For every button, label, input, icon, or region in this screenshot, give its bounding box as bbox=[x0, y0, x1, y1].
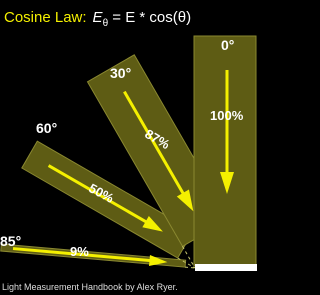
angle-label: 30° bbox=[110, 65, 131, 81]
page: Cosine Law:Eθ = E * cos(θ) 0° 100% 30° 8… bbox=[0, 0, 320, 295]
formula-rest: = E * cos(θ) bbox=[108, 9, 191, 26]
beam-0 bbox=[194, 36, 256, 266]
caption: Light Measurement Handbook by Alex Ryer. bbox=[2, 282, 178, 292]
diagram: Cosine Law:Eθ = E * cos(θ) 0° 100% 30° 8… bbox=[0, 0, 257, 295]
angle-label: 60° bbox=[36, 120, 57, 136]
angle-label: 85° bbox=[0, 233, 21, 249]
angle-label: 0° bbox=[221, 37, 234, 53]
beam bbox=[194, 36, 256, 266]
percent-label: 100% bbox=[210, 108, 244, 123]
surface bbox=[195, 264, 257, 271]
percent-label: 9% bbox=[70, 244, 89, 259]
title-label: Cosine Law: bbox=[4, 9, 87, 26]
